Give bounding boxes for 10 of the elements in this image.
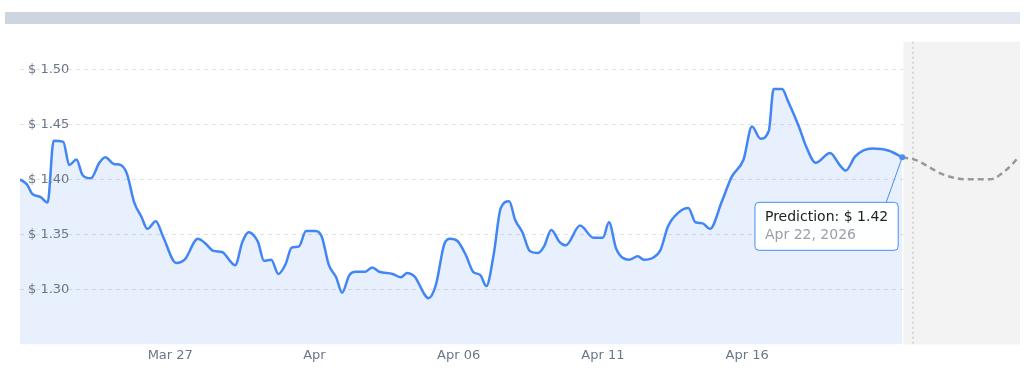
x-tick-label: Apr 11: [581, 346, 625, 362]
x-tick-label: Mar 27: [147, 346, 193, 362]
x-tick-label: Apr 16: [725, 346, 769, 362]
y-tick-label: $ 1.30: [28, 280, 70, 296]
y-tick-label: $ 1.50: [28, 60, 70, 76]
x-tick-label: Apr 06: [437, 346, 481, 362]
x-tick-label: Apr: [303, 346, 327, 362]
y-tick-label: $ 1.45: [28, 115, 70, 131]
y-tick-label: $ 1.35: [28, 225, 70, 241]
annotation: Prediction: $ 1.42 Apr 22, 2026: [764, 207, 889, 242]
